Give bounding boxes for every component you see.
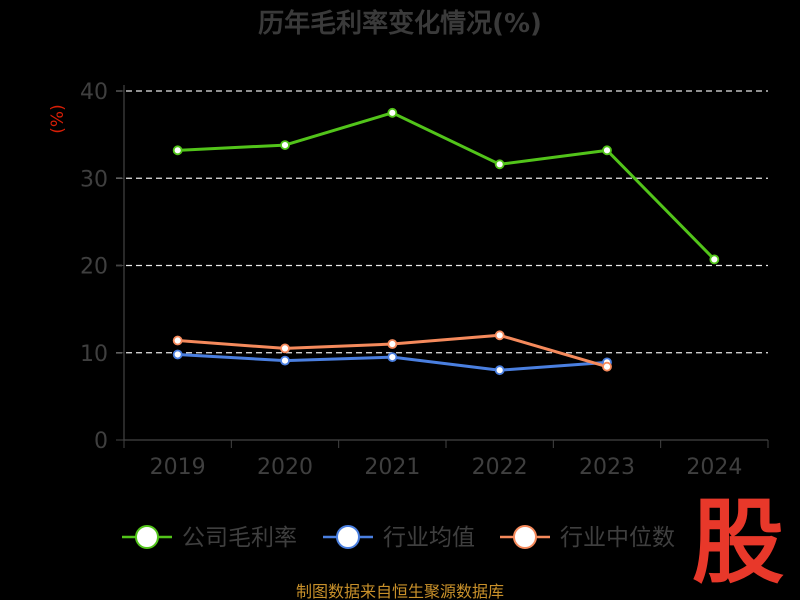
data-point [602, 145, 612, 156]
data-point [709, 254, 720, 265]
legend-item-2: 行业均值 [323, 525, 475, 551]
y-tick-label: 0 [94, 429, 108, 454]
x-tick-label: 2023 [579, 455, 635, 480]
gridlines [116, 90, 768, 354]
chart-title: 历年毛利率变化情况(%) [258, 8, 542, 39]
legend-marker [135, 525, 159, 549]
y-tick-label: 40 [80, 80, 108, 105]
source-note: 制图数据来自恒生聚源数据库 [296, 582, 504, 600]
data-point [387, 107, 398, 118]
legend: 公司毛利率 行业均值 行业中位数 [122, 525, 675, 551]
data-point [172, 335, 183, 346]
data-point [602, 361, 612, 372]
data-point [280, 343, 290, 354]
axes [116, 85, 769, 448]
data-point [494, 365, 505, 376]
y-tick-label: 10 [80, 342, 108, 367]
x-tick-label: 2024 [686, 455, 742, 480]
legend-item-3: 行业中位数 [500, 525, 675, 551]
x-tick-label: 2019 [150, 455, 206, 480]
data-point [172, 145, 183, 156]
y-tick-label: 30 [80, 167, 108, 192]
data-point [494, 330, 505, 341]
x-tick-labels: 2019 2020 2021 2022 2023 2024 [150, 455, 743, 480]
legend-marker [336, 525, 360, 549]
series-points [172, 107, 720, 376]
watermark-logo: 股 [692, 489, 784, 596]
series-line-1 [177, 111, 716, 261]
legend-item-1: 公司毛利率 [122, 525, 297, 551]
x-tick-label: 2022 [472, 455, 528, 480]
y-tick-labels: 0 10 20 30 40 [80, 80, 108, 454]
x-tick-label: 2021 [364, 455, 420, 480]
legend-label: 行业中位数 [560, 525, 675, 551]
y-tick-label: 20 [80, 255, 108, 280]
series-lines [177, 111, 716, 372]
legend-label: 公司毛利率 [182, 525, 297, 551]
data-point [280, 140, 290, 150]
data-point [172, 349, 183, 360]
data-point [280, 355, 290, 366]
data-point [387, 352, 398, 363]
x-tick-label: 2020 [257, 455, 313, 480]
y-axis-unit: (%) [48, 104, 68, 133]
data-point [494, 159, 505, 170]
legend-label: 行业均值 [383, 525, 475, 551]
legend-marker [513, 525, 537, 549]
data-point [387, 339, 398, 349]
